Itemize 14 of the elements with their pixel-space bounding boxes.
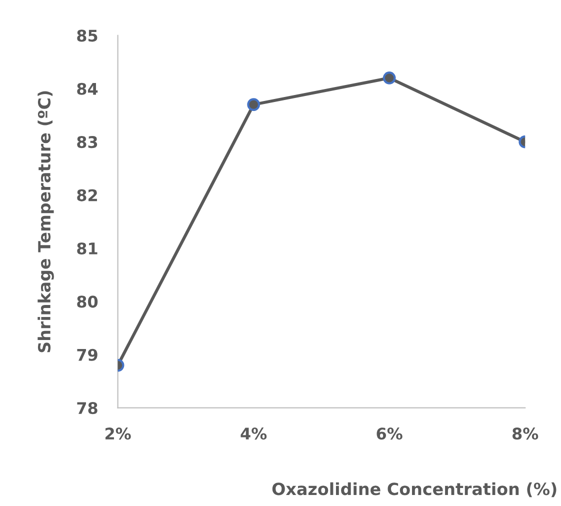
y-tick-label: 84 xyxy=(77,82,98,95)
x-axis-title: Oxazolidine Concentration (%) xyxy=(272,482,556,498)
x-tick-label: 2% xyxy=(106,428,131,440)
y-tick-label: 82 xyxy=(77,189,97,202)
x-tick-label: 8% xyxy=(512,428,538,440)
x-tick-label: 4% xyxy=(240,428,267,440)
y-tick-label: 83 xyxy=(77,136,98,148)
y-tick-label: 85 xyxy=(77,30,98,42)
y-axis-title: Shrinkage Temperature (ºC) xyxy=(38,91,54,352)
y-tick-label: 80 xyxy=(77,296,98,308)
y-tick-label: 79 xyxy=(77,348,98,361)
y-tick-label: 81 xyxy=(77,242,98,255)
y-tick-label: 78 xyxy=(77,402,98,414)
x-tick-label: 6% xyxy=(376,428,402,440)
